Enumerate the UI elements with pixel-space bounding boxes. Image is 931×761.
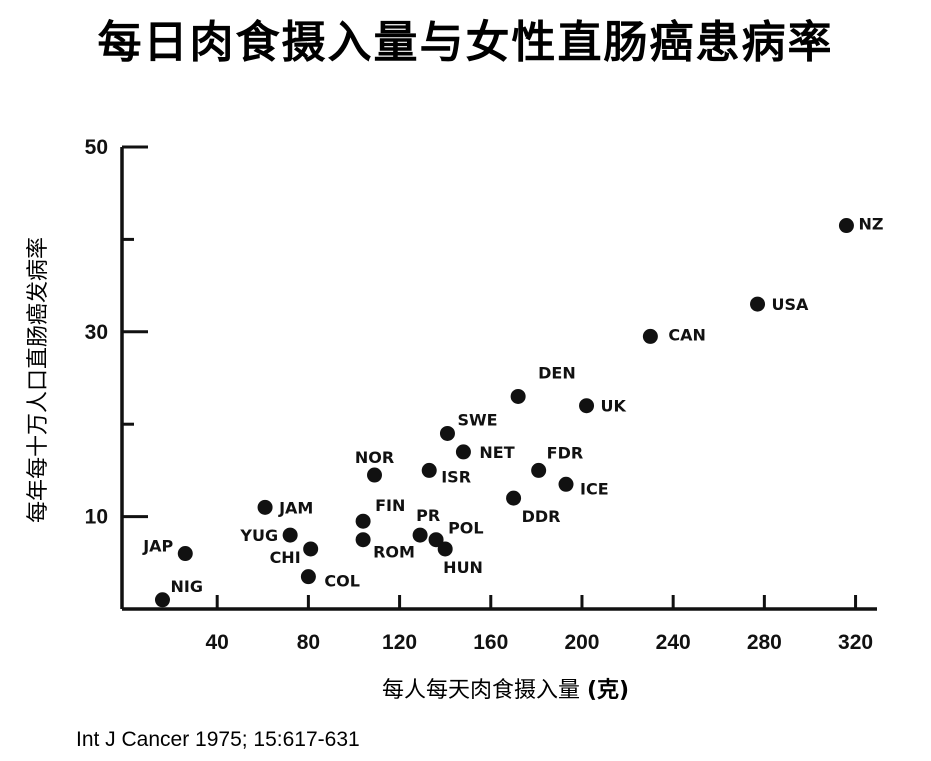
x-tick-label: 40 [206, 631, 229, 654]
page-title: 每日肉食摄入量与女性直肠癌患病率 [97, 17, 834, 68]
point-label-fin: FIN [375, 496, 405, 515]
point-label-can: CAN [668, 325, 706, 344]
data-point-nig [154, 592, 170, 608]
x-tick-label: 200 [564, 631, 599, 654]
x-axis-label-unit: (克) [586, 678, 630, 703]
data-point-nor [367, 467, 383, 483]
x-tick-label: 240 [656, 631, 691, 654]
data-point-pr [412, 527, 428, 543]
point-label-uk: UK [601, 397, 627, 416]
y-tick-label: 30 [85, 321, 108, 344]
point-label-ddr: DDR [522, 507, 561, 526]
x-tick-label: 80 [297, 631, 320, 654]
y-tick-label: 50 [85, 136, 108, 159]
data-point-fdr [531, 462, 547, 478]
data-point-nz [838, 218, 854, 234]
point-label-chi: CHI [270, 548, 301, 567]
point-label-swe: SWE [457, 410, 497, 429]
data-point-can [642, 328, 658, 344]
point-label-col: COL [324, 572, 360, 591]
point-label-hun: HUN [443, 558, 483, 577]
data-point-pol [428, 532, 444, 548]
point-label-net: NET [479, 443, 514, 462]
point-label-rom: ROM [373, 543, 415, 562]
data-point-jap [177, 546, 193, 562]
point-label-ice: ICE [580, 479, 609, 498]
data-point-net [455, 444, 471, 460]
point-label-usa: USA [772, 295, 810, 314]
data-point-ice [558, 476, 574, 492]
data-point-fin [355, 513, 371, 529]
data-point-rom [355, 532, 371, 548]
data-point-isr [421, 462, 437, 478]
x-axis-label-text: 每人每天肉食摄入量 [381, 678, 587, 703]
data-point-usa [750, 296, 766, 312]
data-point-col [300, 569, 316, 585]
point-label-pol: POL [448, 519, 484, 538]
point-label-jap: JAP [142, 537, 173, 556]
y-tick-label: 10 [85, 506, 108, 529]
data-point-uk [579, 398, 595, 414]
data-point-hun [437, 541, 453, 557]
x-tick-label: 120 [382, 631, 417, 654]
point-label-pr: PR [416, 506, 440, 525]
data-point-den [510, 388, 526, 404]
x-tick-label: 320 [838, 631, 873, 654]
data-point-chi [303, 541, 319, 557]
point-label-yug: YUG [239, 526, 278, 545]
x-tick-label: 280 [747, 631, 782, 654]
point-label-nor: NOR [355, 448, 394, 467]
point-label-den: DEN [538, 363, 576, 382]
point-label-nz: NZ [858, 215, 883, 234]
point-label-isr: ISR [441, 467, 471, 486]
point-label-fdr: FDR [547, 443, 584, 462]
x-tick-label: 160 [473, 631, 508, 654]
data-point-jam [257, 499, 273, 515]
data-point-yug [282, 527, 298, 543]
point-label-jam: JAM [278, 498, 313, 517]
point-label-nig: NIG [170, 577, 202, 596]
data-point-ddr [506, 490, 522, 506]
x-axis-label: 每人每天肉食摄入量 (克) [0, 672, 931, 704]
data-point-swe [439, 425, 455, 441]
source-citation: Int J Cancer 1975; 15:617-631 [76, 728, 360, 751]
